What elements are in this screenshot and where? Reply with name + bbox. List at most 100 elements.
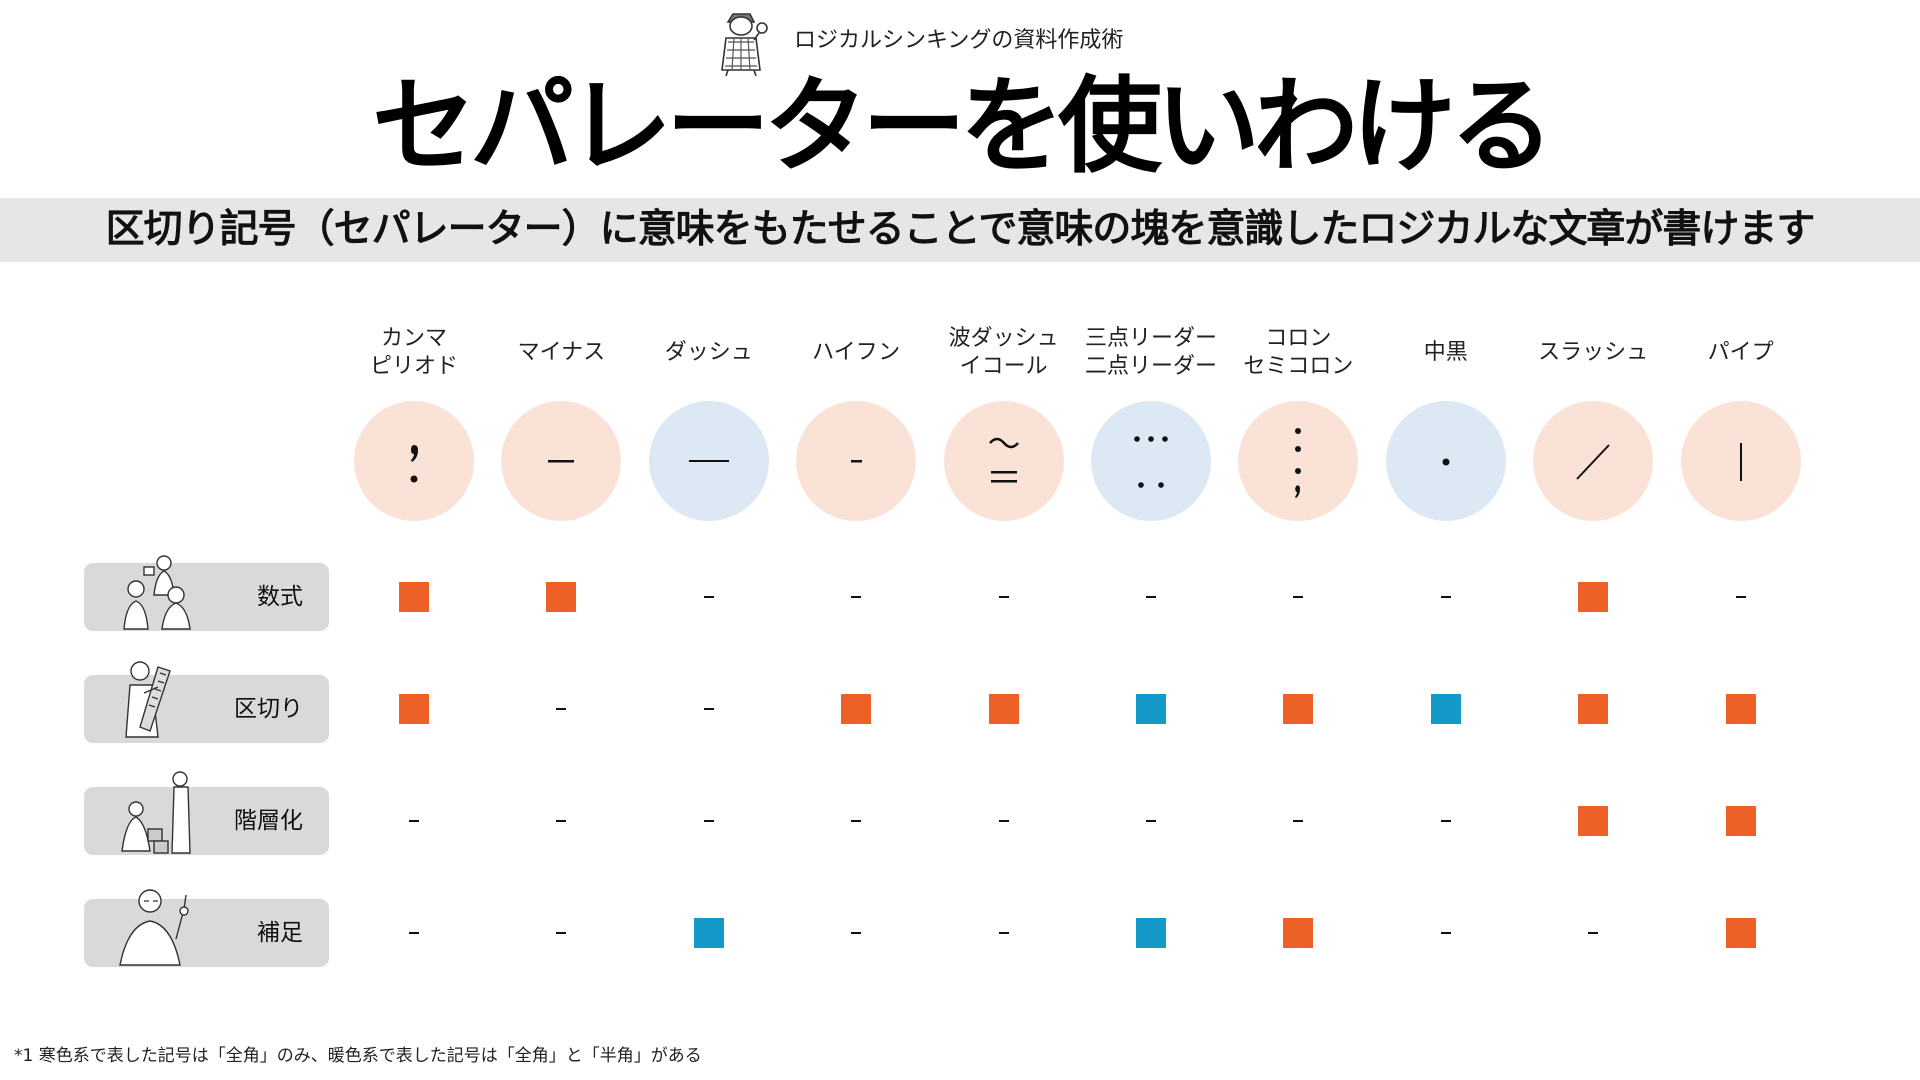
column-header-slash: スラッシュ bbox=[1518, 320, 1668, 386]
warm-square-marker bbox=[1725, 918, 1756, 948]
not-applicable-dash bbox=[1735, 596, 1746, 598]
pipe-glyph-icon bbox=[1739, 443, 1742, 481]
matrix-cell bbox=[1076, 567, 1226, 627]
column-header-pipe: パイプ bbox=[1666, 320, 1816, 386]
warm-square-marker bbox=[399, 582, 429, 612]
header: ロジカルシンキングの資料作成術 bbox=[0, 6, 1920, 76]
people-stacking-blocks-icon bbox=[121, 771, 191, 854]
matrix-cell bbox=[781, 679, 931, 739]
warm-square-marker bbox=[988, 694, 1019, 724]
not-applicable-dash bbox=[556, 820, 567, 822]
not-applicable-dash bbox=[1588, 932, 1599, 934]
not-applicable-dash bbox=[851, 932, 862, 934]
not-applicable-dash bbox=[1293, 820, 1304, 822]
matrix-cell bbox=[1518, 791, 1668, 851]
matrix-cell bbox=[1518, 679, 1668, 739]
column-header-line: 二点リーダー bbox=[1084, 354, 1217, 379]
matrix-cell bbox=[1371, 791, 1521, 851]
symbol-circle-comma-period bbox=[354, 401, 474, 521]
column-header-line: 波ダッシュ bbox=[948, 326, 1059, 351]
dash-glyph-icon bbox=[688, 460, 729, 462]
warm-square-marker bbox=[1578, 582, 1609, 612]
man-pointing-finger-icon bbox=[119, 889, 189, 966]
symbol-circle-wave-dash-equals bbox=[943, 401, 1064, 521]
matrix-cell bbox=[1666, 567, 1816, 627]
warm-square-marker bbox=[1578, 806, 1609, 836]
matrix-cell bbox=[339, 679, 489, 739]
not-applicable-dash bbox=[556, 708, 567, 710]
matrix-cell bbox=[1371, 567, 1521, 627]
cool-square-marker bbox=[693, 918, 724, 948]
hyphen-glyph-icon bbox=[851, 460, 863, 463]
matrix-cell bbox=[486, 567, 636, 627]
matrix-cell bbox=[929, 903, 1079, 963]
matrix-cell bbox=[929, 679, 1079, 739]
not-applicable-dash bbox=[1146, 596, 1156, 598]
symbol-circle-slash bbox=[1533, 401, 1654, 521]
not-applicable-dash bbox=[851, 820, 862, 822]
matrix-cell bbox=[781, 791, 931, 851]
matrix-cell bbox=[1666, 903, 1816, 963]
not-applicable-dash bbox=[703, 820, 714, 822]
matrix-cell bbox=[486, 903, 636, 963]
warm-square-marker bbox=[1725, 806, 1756, 836]
cool-square-marker bbox=[1136, 918, 1166, 948]
symbol-circle-pipe bbox=[1680, 401, 1801, 521]
footnote: *1 寒色系で表した記号は「全角」のみ、暖色系で表した記号は「全角」と「半角」が… bbox=[14, 1046, 702, 1066]
not-applicable-dash bbox=[851, 596, 862, 598]
warm-square-marker bbox=[399, 694, 429, 724]
warm-square-marker bbox=[546, 582, 577, 612]
middle-dot-glyph-icon bbox=[1442, 458, 1450, 466]
column-header-line: パイプ bbox=[1707, 340, 1774, 365]
row-label-1: 区切り bbox=[84, 661, 329, 743]
not-applicable-dash bbox=[1293, 596, 1304, 598]
not-applicable-dash bbox=[998, 596, 1009, 598]
not-applicable-dash bbox=[703, 596, 714, 598]
column-header-colon-semicolon: コロン セミコロン bbox=[1223, 320, 1373, 386]
matrix-cell bbox=[339, 567, 489, 627]
warm-square-marker bbox=[1578, 694, 1609, 724]
matrix-cell bbox=[781, 567, 931, 627]
row-label-3: 補足 bbox=[84, 889, 329, 967]
column-header-line: マイナス bbox=[517, 340, 606, 365]
slash-glyph-icon bbox=[1576, 444, 1610, 480]
symbol-circle-colon-semicolon bbox=[1238, 401, 1359, 521]
series-label: ロジカルシンキングの資料作成術 bbox=[794, 28, 1124, 53]
man-with-saw-icon bbox=[125, 661, 171, 738]
not-applicable-dash bbox=[1440, 596, 1451, 598]
row-label-2: 階層化 bbox=[84, 771, 329, 855]
subtitle-band: 区切り記号（セパレーター）に意味をもたせることで意味の塊を意識したロジカルな文章… bbox=[0, 198, 1920, 262]
ellipsis-glyph-icon bbox=[1134, 436, 1168, 488]
matrix-cell bbox=[1666, 679, 1816, 739]
group-discussion-icon bbox=[123, 555, 191, 630]
matrix-cell bbox=[339, 903, 489, 963]
page-title: セパレーターを使いわける bbox=[371, 65, 1554, 187]
warm-square-marker bbox=[1283, 918, 1314, 948]
matrix-cell bbox=[634, 791, 784, 851]
column-header-line: イコール bbox=[959, 354, 1048, 379]
colon-semicolon-glyph-icon bbox=[1295, 428, 1302, 498]
matrix-cell bbox=[486, 791, 636, 851]
matrix-cell bbox=[1518, 903, 1668, 963]
not-applicable-dash bbox=[998, 820, 1009, 822]
row-label-text: 階層化 bbox=[234, 808, 303, 834]
symbol-circle-middle-dot bbox=[1385, 401, 1506, 521]
not-applicable-dash bbox=[1440, 820, 1451, 822]
column-header-line: 中黒 bbox=[1423, 340, 1468, 365]
matrix-cell bbox=[929, 791, 1079, 851]
not-applicable-dash bbox=[409, 932, 419, 934]
matrix-cell bbox=[634, 903, 784, 963]
column-header-line: コロン bbox=[1265, 326, 1332, 351]
matrix-cell bbox=[1371, 679, 1521, 739]
matrix-cell bbox=[339, 791, 489, 851]
cool-square-marker bbox=[1136, 694, 1166, 724]
cool-square-marker bbox=[1430, 694, 1461, 724]
matrix-cell bbox=[1076, 903, 1226, 963]
matrix-cell bbox=[1076, 791, 1226, 851]
matrix-cell bbox=[781, 903, 931, 963]
minus-glyph-icon bbox=[548, 460, 575, 463]
matrix-cell bbox=[486, 679, 636, 739]
matrix-cell bbox=[1223, 679, 1373, 739]
not-applicable-dash bbox=[1440, 932, 1451, 934]
